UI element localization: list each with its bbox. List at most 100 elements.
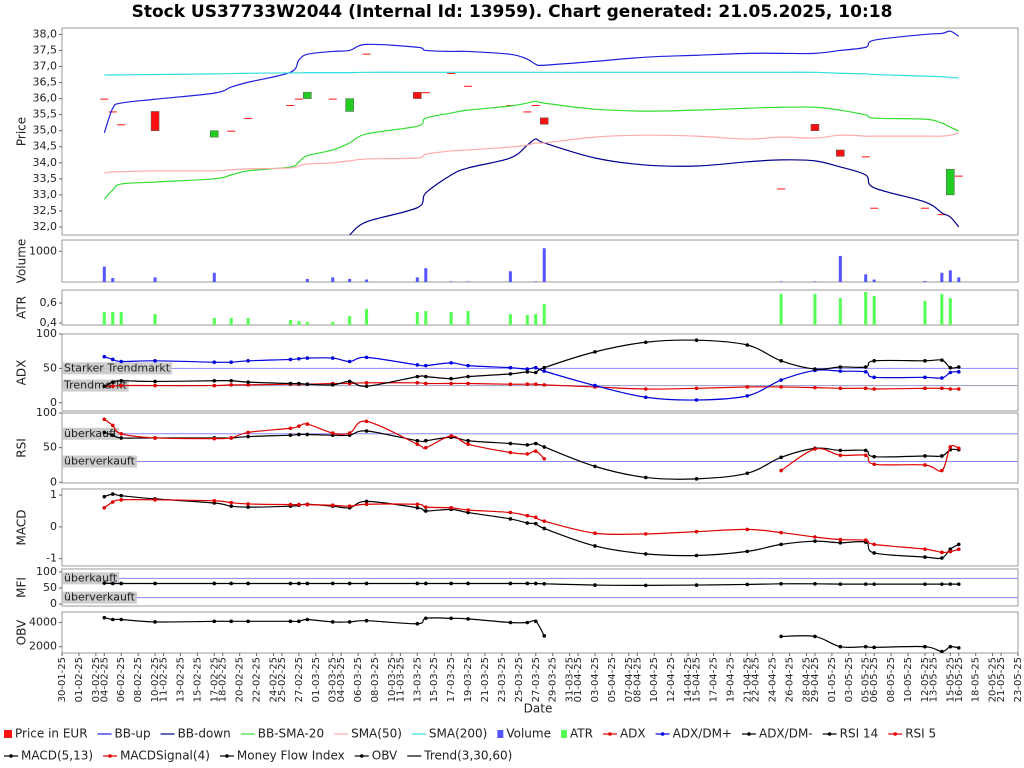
- panel: [61, 239, 1019, 283]
- x-tick-label: 06-05-25: [869, 657, 880, 702]
- marker: [956, 542, 961, 547]
- candle: [539, 117, 549, 125]
- x-tick-label: 17-04-25: [708, 657, 719, 702]
- marker: [525, 370, 530, 374]
- marker: [872, 542, 876, 547]
- marker: [508, 441, 513, 446]
- marker: [745, 527, 750, 532]
- x-tick-label: 29-04-25: [810, 657, 821, 702]
- marker: [940, 582, 944, 586]
- marker: [153, 498, 157, 502]
- marker: [508, 450, 513, 455]
- marker: [229, 378, 234, 383]
- reference-label: Starker Trendmarkt: [64, 361, 171, 374]
- y-axis-label: Volume: [15, 239, 29, 284]
- marker: [415, 374, 420, 379]
- marker: [940, 550, 944, 555]
- x-tick-label: 07-04-25: [624, 657, 635, 702]
- plot-area: [102, 615, 961, 653]
- marker: [297, 356, 301, 361]
- marker: [288, 433, 293, 437]
- marker: [305, 356, 310, 360]
- legend-swatch: [560, 730, 567, 738]
- marker: [153, 436, 157, 440]
- candle: [286, 105, 295, 107]
- y-axis-label: OBV: [15, 619, 29, 645]
- line-series: [104, 71, 959, 79]
- marker: [745, 343, 750, 347]
- marker: [779, 359, 783, 363]
- candle: [464, 85, 473, 87]
- marker: [229, 383, 234, 387]
- x-axis-label: Date: [524, 702, 553, 716]
- marker: [872, 454, 876, 459]
- candle: [328, 98, 337, 100]
- legend-item: Money Flow Index: [219, 749, 345, 763]
- y-tick-label: 1000: [29, 244, 57, 257]
- y-tick-label: 1: [50, 488, 57, 501]
- marker: [838, 365, 843, 369]
- marker: [745, 549, 750, 554]
- marker: [246, 434, 250, 439]
- bar: [779, 294, 783, 325]
- candle: [244, 117, 253, 119]
- marker: [838, 644, 843, 649]
- x-tick-label: 15-03-25: [429, 657, 440, 702]
- candle: [413, 91, 422, 99]
- marker: [423, 363, 428, 368]
- marker: [288, 426, 293, 431]
- x-tick-label: 21-05-25: [996, 657, 1007, 702]
- marker: [305, 432, 310, 437]
- legend-label: RSI 5: [905, 727, 936, 741]
- marker: [347, 504, 352, 508]
- plot-area: überkauft überverkauft: [62, 417, 1018, 481]
- marker: [863, 644, 868, 649]
- x-tick-label: 10-04-25: [649, 657, 660, 702]
- x-tick-label: 22-02-25: [252, 657, 263, 702]
- marker: [119, 383, 124, 388]
- marker: [330, 431, 335, 435]
- legend-swatch: [497, 730, 504, 738]
- marker: [415, 502, 420, 507]
- candle: [294, 98, 303, 100]
- x-tick-label: 05-04-25: [607, 657, 618, 702]
- x-tick-label: 06-03-25: [353, 657, 364, 702]
- candle: [836, 149, 845, 157]
- bar: [212, 272, 216, 282]
- marker: [643, 395, 648, 400]
- x-tick-label: 31-03-25: [565, 657, 576, 702]
- marker: [542, 634, 547, 638]
- reference-label-bg: [62, 572, 120, 585]
- marker: [863, 365, 868, 369]
- bar: [111, 312, 115, 325]
- bar: [813, 281, 817, 282]
- marker: [153, 379, 157, 384]
- marker: [838, 582, 843, 586]
- marker: [508, 365, 513, 370]
- marker: [525, 382, 530, 386]
- marker: [229, 504, 234, 508]
- marker: [466, 508, 470, 512]
- bar: [940, 272, 944, 282]
- marker: [288, 619, 293, 624]
- x-tick-label: 24-02-25: [269, 657, 280, 702]
- candle: [227, 130, 236, 132]
- marker: [525, 513, 530, 518]
- marker: [593, 350, 597, 354]
- reference-label: überkauft: [64, 571, 118, 584]
- legend-label: MACDSignal(4): [120, 749, 210, 763]
- marker: [466, 510, 470, 515]
- x-tick-label: 15-02-25: [192, 657, 203, 702]
- y-tick-label: 100: [36, 327, 57, 340]
- marker: [542, 365, 547, 370]
- x-tick-label: 08-05-25: [886, 657, 897, 702]
- marker: [643, 475, 648, 480]
- y-tick-label: 35,0: [33, 124, 58, 137]
- marker: [153, 383, 157, 388]
- marker: [948, 644, 953, 649]
- marker: [940, 358, 944, 362]
- plot-area: [100, 30, 963, 235]
- marker: [423, 581, 428, 586]
- marker: [246, 581, 250, 586]
